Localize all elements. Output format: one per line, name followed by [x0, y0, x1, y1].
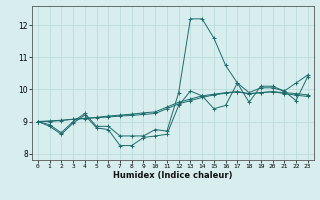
X-axis label: Humidex (Indice chaleur): Humidex (Indice chaleur): [113, 171, 233, 180]
